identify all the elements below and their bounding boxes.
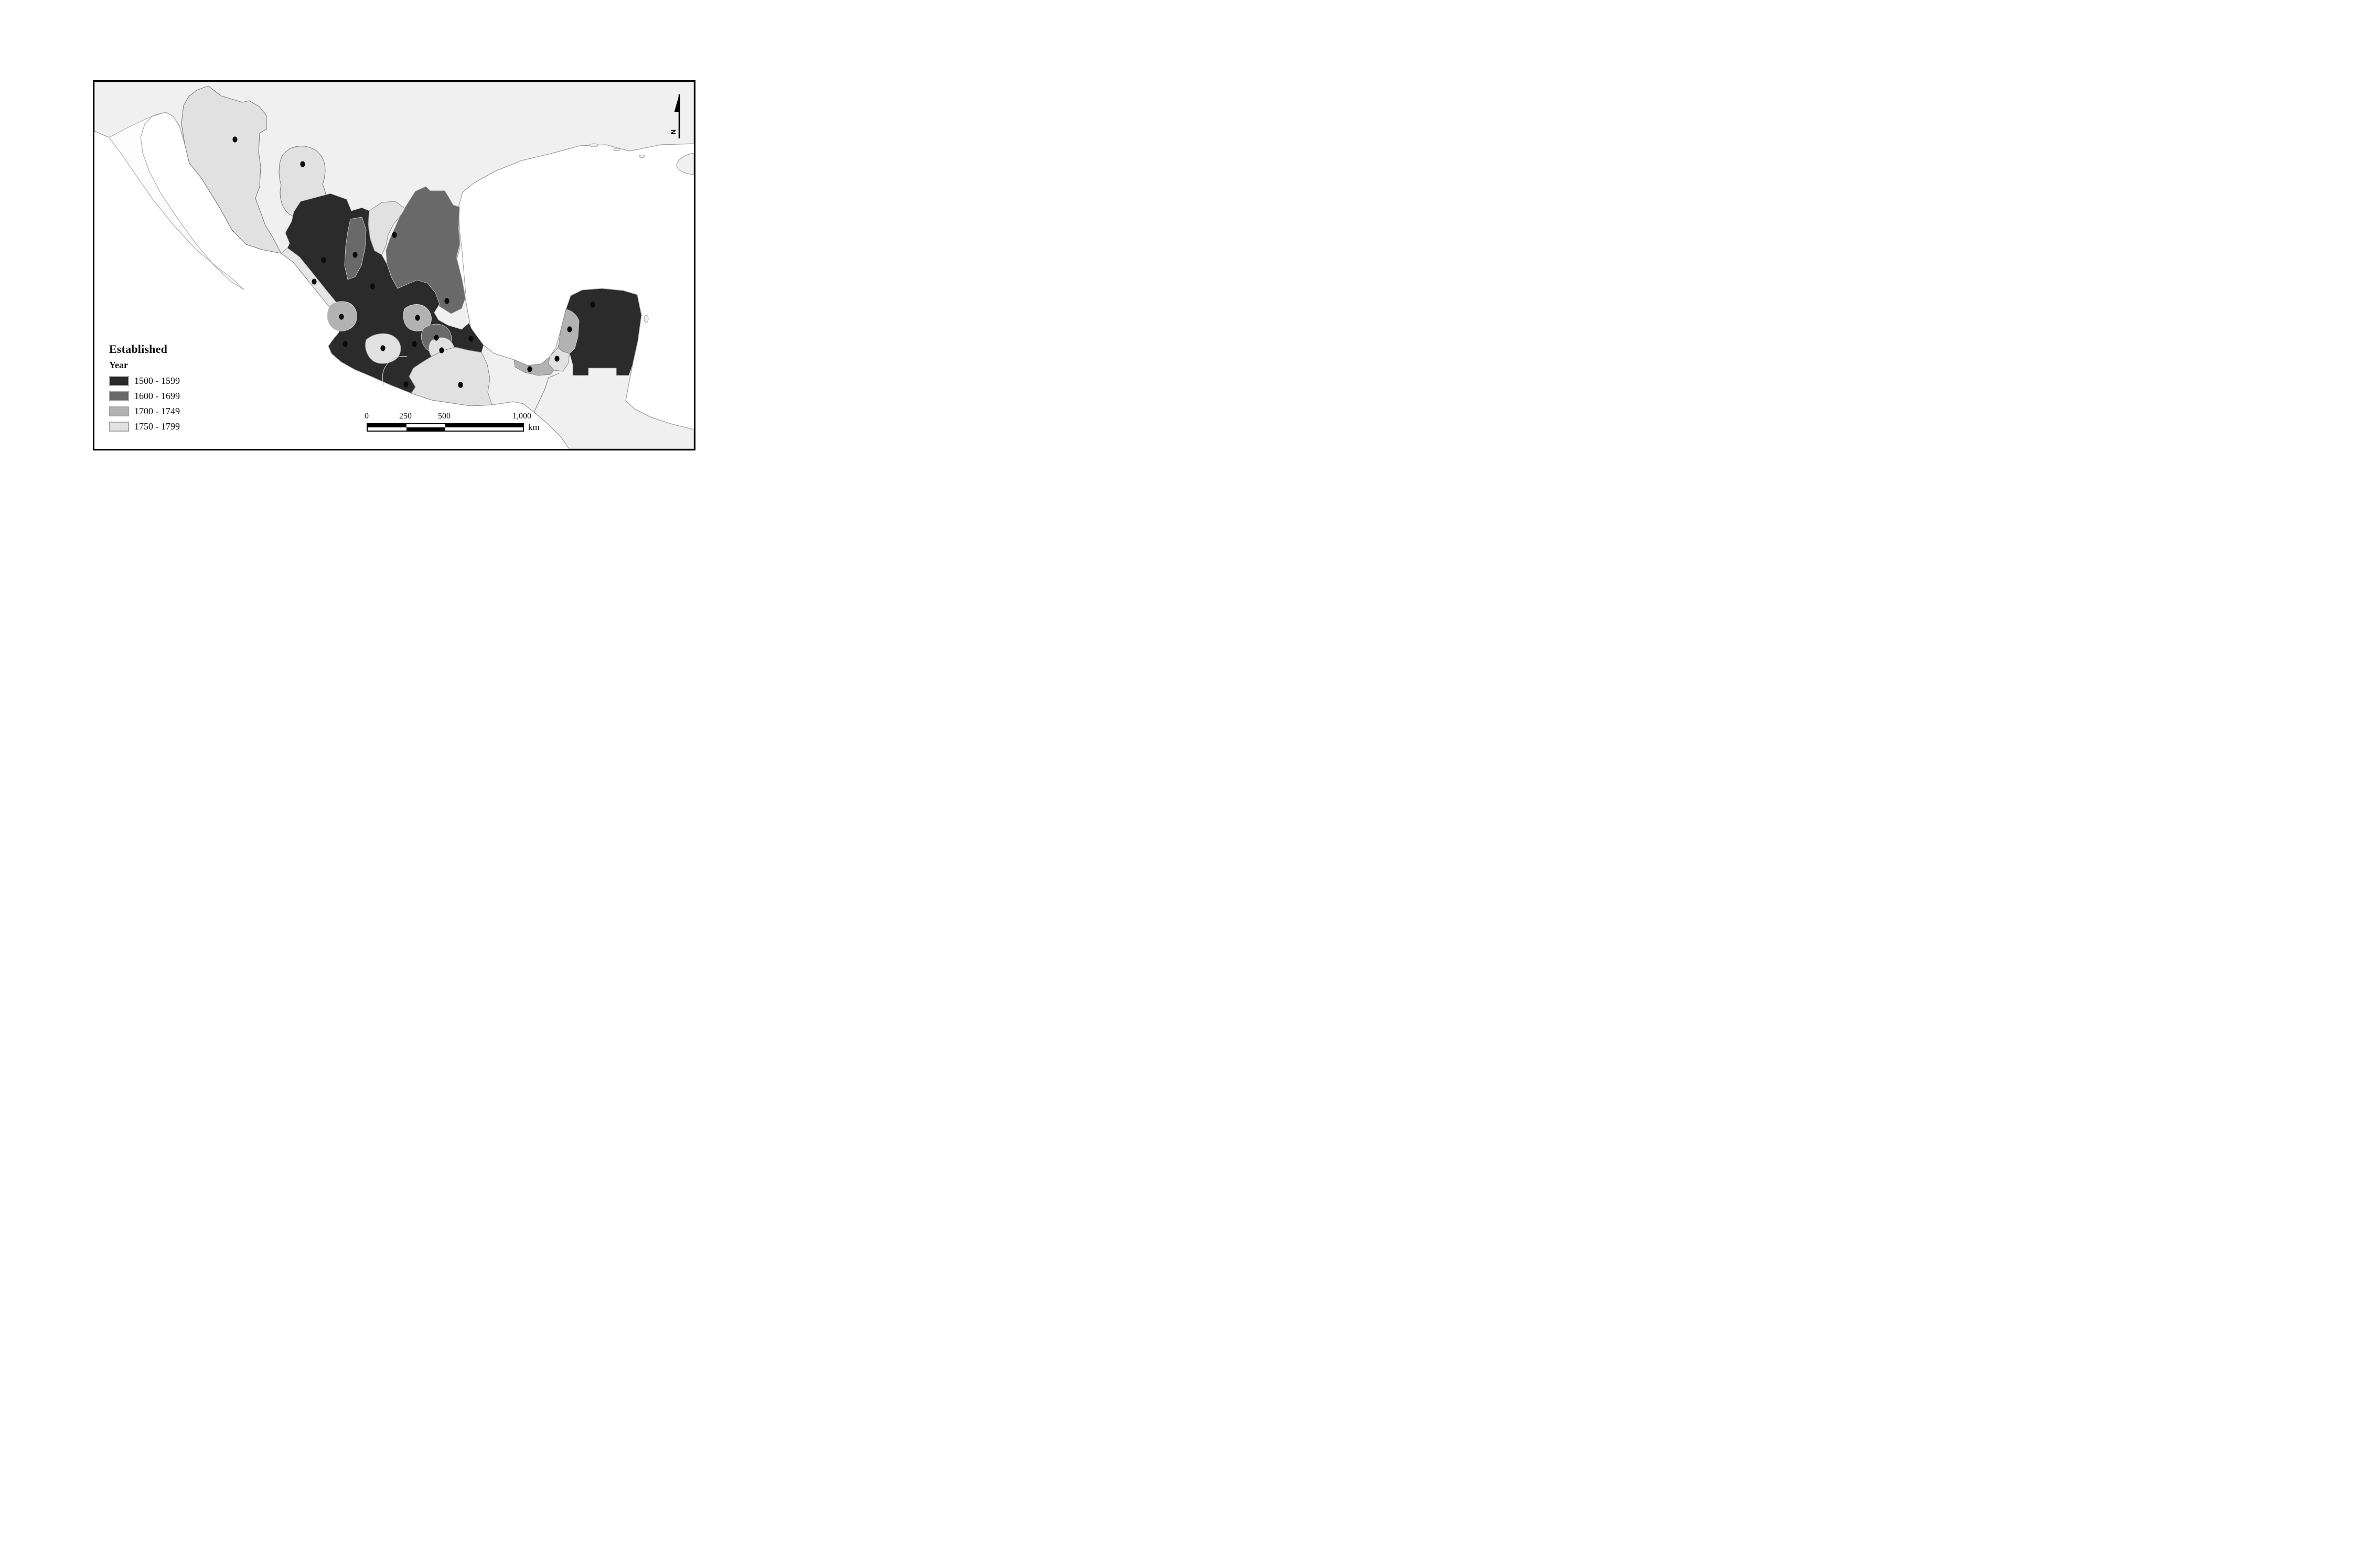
settlement-dot <box>415 315 420 321</box>
settlement-dot <box>412 341 417 347</box>
legend-row: 1750 - 1799 <box>109 421 235 432</box>
scale-tick-label: 1,000 <box>512 412 531 421</box>
settlement-dot <box>312 278 317 285</box>
scale-bar: 0 250 500 1,000 km <box>365 412 545 433</box>
mexico-choropleth-map <box>94 82 694 449</box>
settlement-dot <box>232 136 238 143</box>
settlement-dot <box>300 161 305 167</box>
legend-label: 1500 - 1599 <box>134 375 180 386</box>
north-arrow: N <box>669 92 688 145</box>
settlement-dot <box>370 283 375 289</box>
settlement-dot <box>434 335 439 341</box>
settlement-dot <box>458 382 463 388</box>
scale-bar-segment <box>406 424 445 427</box>
legend-title: Established <box>109 342 168 356</box>
scale-bar-segment <box>406 427 445 431</box>
region-yucatan <box>565 288 642 376</box>
guerrero-arc <box>382 356 408 385</box>
scale-bar-labels: 0 250 500 1,000 <box>365 412 545 421</box>
legend-swatch <box>109 422 129 432</box>
scale-bar-unit: km <box>528 422 540 432</box>
settlement-dot <box>439 347 444 353</box>
scale-bar-segment <box>368 424 406 427</box>
scale-tick-label: 250 <box>399 412 412 421</box>
settlement-dot <box>567 326 572 332</box>
scale-bar-segment <box>445 424 523 427</box>
region-sonora <box>181 85 282 254</box>
region-northeast <box>386 186 466 314</box>
legend-label: 1600 - 1699 <box>134 391 180 401</box>
figure-page: Established Year 1500 - 1599 1600 - 1699 1… <box>0 0 785 523</box>
legend-row: 1700 - 1749 <box>109 406 235 416</box>
settlement-dot <box>352 252 358 258</box>
region-parral-band <box>344 217 367 280</box>
legend-rows: 1500 - 1599 1600 - 1699 1700 - 1749 1750 - … <box>109 375 235 432</box>
map-legend: Established Year 1500 - 1599 1600 - 1699 1… <box>109 342 235 432</box>
cozumel-island <box>644 315 649 323</box>
scale-bar-segment <box>368 427 406 431</box>
scale-bar-row: km <box>367 422 545 433</box>
baja-california <box>109 112 244 290</box>
north-arrow-icon <box>674 94 680 138</box>
region-oaxaca <box>409 347 493 406</box>
settlement-dot <box>339 314 344 320</box>
legend-swatch <box>109 391 129 401</box>
marsh-island-2 <box>613 148 620 151</box>
settlement-dot <box>554 356 560 362</box>
legend-label: 1750 - 1799 <box>134 421 180 432</box>
map-frame: Established Year 1500 - 1599 1600 - 1699 1… <box>93 80 695 450</box>
legend-row: 1600 - 1699 <box>109 391 235 401</box>
marsh-island-3 <box>639 155 645 158</box>
settlement-dot <box>392 232 397 238</box>
scale-tick-label: 500 <box>438 412 451 421</box>
settlement-dot <box>527 366 532 372</box>
legend-swatch <box>109 406 129 416</box>
scale-tick-label: 0 <box>365 412 369 421</box>
settlement-dot <box>380 345 386 351</box>
settlement-dot <box>590 302 595 308</box>
barrier-island <box>459 232 466 294</box>
legend-label: 1700 - 1749 <box>134 406 180 416</box>
settlement-dot <box>444 298 449 304</box>
legend-subtitle: Year <box>109 360 128 370</box>
scale-bar-bar <box>367 423 524 432</box>
region-coahuila-patch <box>368 201 405 255</box>
settlement-dot <box>468 336 474 342</box>
settlement-dot <box>403 381 409 388</box>
north-arrow-label: N <box>669 129 678 135</box>
legend-swatch <box>109 376 129 386</box>
settlement-dot <box>342 341 348 347</box>
scale-bar-segment <box>445 427 523 431</box>
settlement-dot <box>321 257 326 263</box>
florida-tip <box>676 153 694 175</box>
legend-row: 1500 - 1599 <box>109 375 235 386</box>
marsh-island-1 <box>589 143 598 147</box>
border-guatemala <box>533 373 560 413</box>
